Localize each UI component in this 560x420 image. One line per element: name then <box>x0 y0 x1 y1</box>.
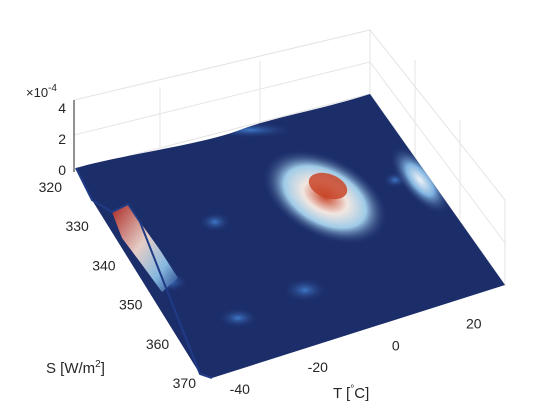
surface-edge-left <box>75 167 213 379</box>
tick-label: 370 <box>173 375 197 391</box>
z-tick-labels: 0 2 4 <box>58 100 66 178</box>
tick-label: 0 <box>58 162 66 178</box>
y-axis-label: S [W/m2] <box>46 359 105 377</box>
tick-label: -40 <box>230 381 250 397</box>
surface-blob <box>283 278 327 302</box>
tick-label: 4 <box>58 100 66 116</box>
axes-box <box>73 28 506 287</box>
tick-label: 330 <box>65 218 89 234</box>
grid-line <box>369 61 506 244</box>
surface-peak-left <box>112 204 178 292</box>
tick-label: -20 <box>308 359 328 375</box>
y-tick-labels: 320 330 340 350 360 370 <box>39 179 197 391</box>
surface-blob <box>218 308 258 328</box>
surface-peak-right <box>389 145 451 215</box>
tick-label: 2 <box>58 131 66 147</box>
tick-label: 340 <box>92 257 116 273</box>
tick-label: 320 <box>39 179 63 195</box>
tick-label: 350 <box>119 297 143 313</box>
tick-label: 360 <box>146 336 170 352</box>
x-axis-label: T [°C] <box>333 384 369 402</box>
x-tick-labels: -40 -20 0 20 <box>230 316 482 397</box>
surface-peak-center-core <box>308 172 348 200</box>
tick-label: 0 <box>392 337 400 353</box>
surface-blob <box>199 212 231 232</box>
z-exponent-label: ×10-4 <box>26 83 57 100</box>
tick-label: 20 <box>466 316 482 332</box>
grid-line <box>73 61 371 136</box>
